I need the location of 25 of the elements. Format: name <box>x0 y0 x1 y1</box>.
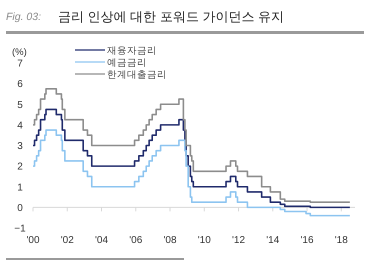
x-tick-label: '16 <box>300 235 314 246</box>
x-tick-label: '18 <box>334 235 348 246</box>
y-axis-title: (%) <box>12 47 27 58</box>
y-tick-label: 6 <box>17 79 24 90</box>
x-tick-label: '06 <box>129 235 143 246</box>
y-tick-label: 1 <box>17 182 24 194</box>
chart-title: 금리 인상에 대한 포워드 가이던스 유지 <box>58 9 284 24</box>
y-tick-label: 2 <box>17 162 24 173</box>
legend-label: 한계대출금리 <box>107 69 167 80</box>
y-tick-label: 3 <box>17 141 24 152</box>
x-tick-label: '00 <box>26 235 40 246</box>
x-tick-label: '12 <box>232 235 246 246</box>
y-tick-label: 5 <box>17 100 24 111</box>
x-tick-label: '10 <box>198 235 212 246</box>
y-tick-label: 0 <box>17 202 24 214</box>
x-tick-label: '08 <box>164 235 177 246</box>
y-tick-label: 4 <box>17 120 24 132</box>
y-tick-label: 7 <box>17 58 24 70</box>
caption: Fig. 03: <box>6 11 42 23</box>
legend-label: 재융자금리 <box>107 45 157 56</box>
x-tick-label: '04 <box>94 235 108 246</box>
legend-label: 예금금리 <box>107 57 147 68</box>
x-tick-label: '14 <box>266 235 280 246</box>
y-tick-label: −1 <box>14 224 26 234</box>
x-tick-label: '02 <box>60 235 74 246</box>
